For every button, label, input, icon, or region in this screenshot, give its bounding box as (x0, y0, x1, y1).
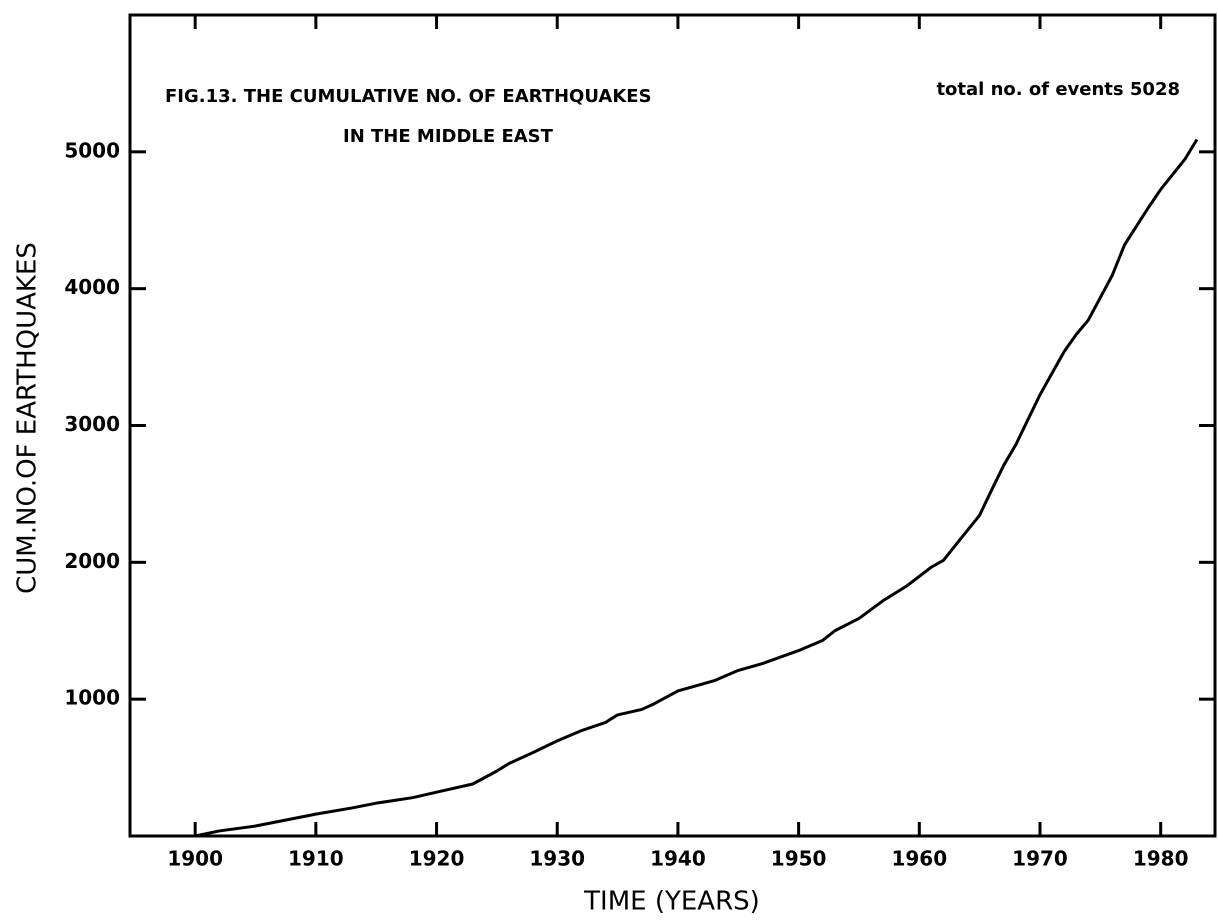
y-tick-label: 2000 (64, 549, 120, 573)
data-line (194, 138, 1199, 838)
y-axis-label: CUM.NO.OF EARTHQUAKES (13, 242, 43, 594)
y-tick-label: 4000 (64, 275, 120, 299)
x-tick-label: 1940 (650, 847, 706, 871)
x-tick-label: 1910 (288, 847, 344, 871)
x-axis-label: TIME (YEARS) (583, 887, 760, 917)
plot-frame (128, 13, 1217, 838)
y-tick-label: 5000 (64, 138, 120, 162)
x-tick-label: 1900 (167, 847, 223, 871)
y-tick-label: 3000 (64, 412, 120, 436)
x-tick-label: 1960 (891, 847, 947, 871)
x-tick-label: 1980 (1133, 847, 1189, 871)
chart-subtitle: IN THE MIDDLE EAST (343, 126, 554, 147)
x-tick-label: 1930 (529, 847, 585, 871)
annotation: total no. of events 5028 (936, 79, 1180, 100)
x-tick-label: 1970 (1012, 847, 1068, 871)
x-tick-label: 1920 (409, 847, 465, 871)
y-tick-label: 1000 (64, 686, 120, 710)
x-tick-label: 1950 (771, 847, 827, 871)
chart-title: FIG.13. THE CUMULATIVE NO. OF EARTHQUAKE… (165, 86, 652, 107)
